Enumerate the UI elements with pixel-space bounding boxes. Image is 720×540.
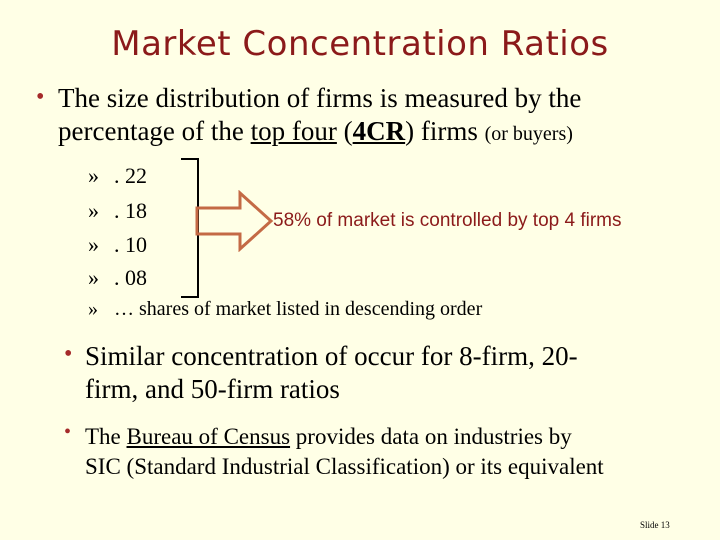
or-buyers-text: (or buyers)	[484, 123, 573, 145]
four-cr-text: 4CR	[352, 116, 406, 146]
bullet-marker: •	[64, 421, 72, 443]
sub-item-1: ». 22	[88, 163, 147, 188]
bullet-similar-concentration: Similar concentration of occur for 8-fir…	[85, 340, 705, 406]
sub-item-4: ». 08	[88, 265, 147, 290]
bullet1-line2: percentage of the top four (4CR) firms (…	[58, 116, 573, 146]
top-four-text: top four	[250, 116, 337, 146]
slide-number: Slide 13	[640, 520, 670, 530]
bullet-marker: •	[36, 84, 45, 110]
bullet1-line1: The size distribution of firms is measur…	[58, 83, 582, 113]
bullet3-line1: The Bureau of Census provides data on in…	[85, 424, 572, 449]
bullet-size-distribution: The size distribution of firms is measur…	[58, 82, 708, 151]
bureau-of-census-link[interactable]: Bureau of Census	[126, 424, 291, 449]
sub-item-5: »… shares of market listed in descending…	[88, 298, 483, 320]
bullet-bureau-of-census: The Bureau of Census provides data on in…	[85, 422, 715, 482]
bullet2-line2: firm, and 50-firm ratios	[85, 374, 340, 404]
callout-text: 58% of market is controlled by top 4 fir…	[273, 210, 622, 231]
bullet2-line1: Similar concentration of occur for 8-fir…	[85, 341, 578, 371]
bullet-marker: •	[64, 341, 73, 367]
sub-item-2: ». 18	[88, 198, 147, 223]
right-arrow-icon	[195, 190, 274, 252]
slide-title: Market Concentration Ratios	[111, 24, 609, 64]
bullet3-line2: SIC (Standard Industrial Classification)…	[85, 454, 604, 479]
sub-item-3: ». 10	[88, 232, 147, 257]
